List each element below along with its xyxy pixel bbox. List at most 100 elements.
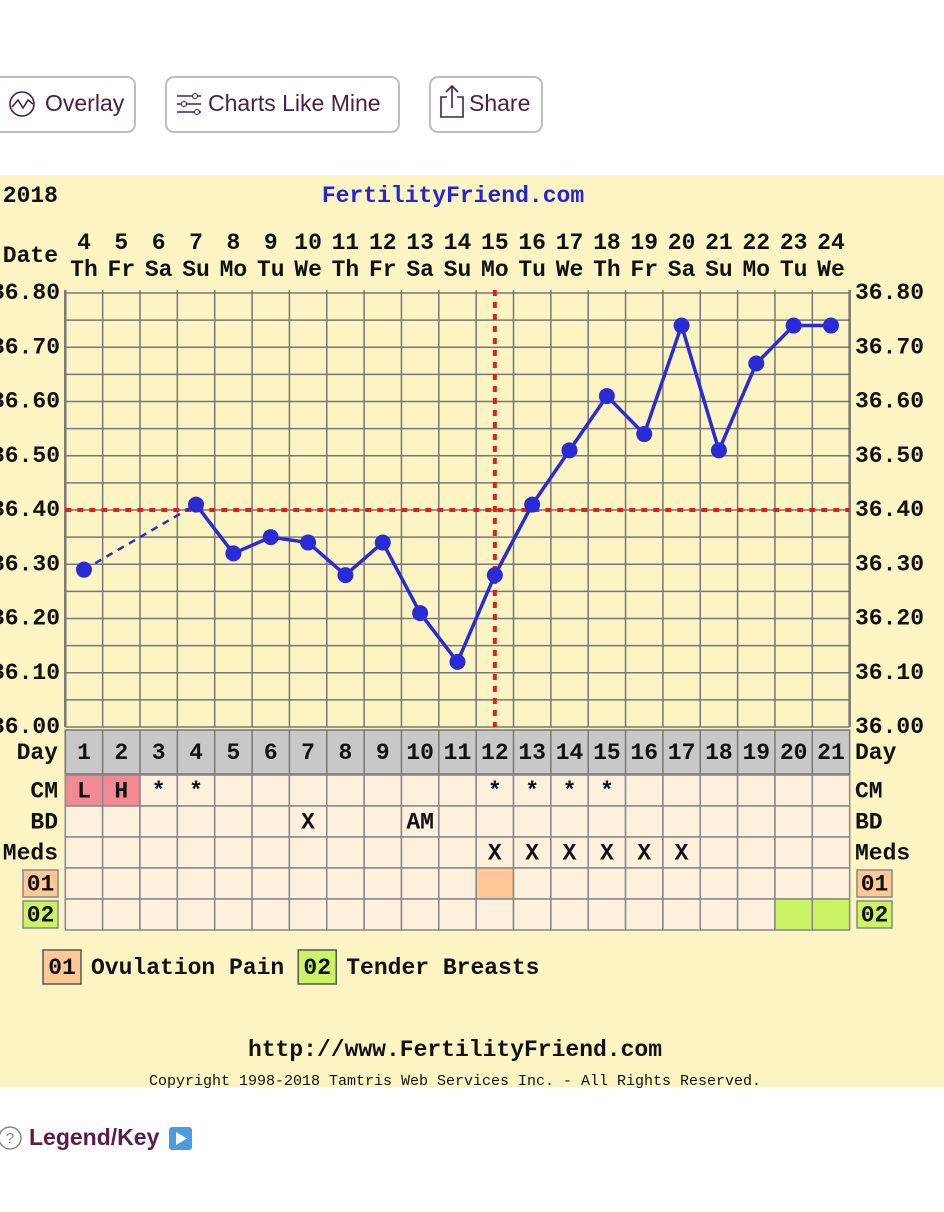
- legend-label: Tender Breasts: [346, 955, 539, 981]
- slider-knob: [194, 109, 200, 115]
- date-label: Date: [3, 243, 58, 269]
- gap-connector: [83, 503, 197, 571]
- row-cell: [699, 805, 739, 838]
- button-label[interactable]: Share: [469, 90, 530, 116]
- weekday-label: Sa: [668, 257, 696, 283]
- row-cell: [213, 805, 253, 838]
- row-cell: [288, 774, 328, 807]
- row-cell: [251, 805, 291, 838]
- day-number: 16: [630, 740, 658, 766]
- legend-link-label[interactable]: Legend/Key: [29, 1124, 160, 1150]
- row-cell: [624, 867, 664, 900]
- overlay-icon-line: [11, 98, 34, 110]
- row-cell: [475, 898, 515, 931]
- temperature-point: [636, 426, 653, 443]
- row-cell: [288, 867, 328, 900]
- row-cell-text: X: [675, 841, 689, 867]
- weekday-label: Su: [182, 257, 210, 283]
- row-cell: [326, 867, 365, 900]
- day-label-right: Day: [855, 740, 897, 766]
- weekday-label: Th: [332, 257, 360, 283]
- y-tick-label: 36.10: [0, 660, 60, 686]
- row-cell: [774, 805, 814, 838]
- button-label[interactable]: Charts Like Mine: [208, 90, 381, 116]
- row-cell: [587, 805, 627, 838]
- row-label-right: Meds: [855, 841, 910, 867]
- row-cell: [363, 805, 403, 838]
- temperature-point: [449, 653, 466, 670]
- weekday-label: Tu: [257, 257, 285, 283]
- date-label: 10: [294, 230, 322, 256]
- row-cell: [139, 836, 179, 869]
- day-row: [64, 729, 851, 775]
- row-cell-text: *: [563, 779, 577, 805]
- row-cell: [64, 836, 104, 869]
- row-cell: [288, 805, 328, 838]
- weekday-label: Su: [705, 257, 733, 283]
- temperature-point: [262, 529, 279, 546]
- weekday-label: Tu: [518, 257, 546, 283]
- row-cell: [101, 774, 141, 807]
- row-cell: [512, 805, 552, 838]
- temperature-point: [188, 496, 205, 513]
- date-label: 13: [406, 230, 434, 256]
- legend-swatch: [42, 949, 82, 985]
- chart: Jan 04, 2018 FertilityFriend.com Date ht…: [0, 183, 924, 1090]
- y-tick-label: 36.50: [0, 443, 60, 469]
- temperature-point: [374, 534, 391, 551]
- copyright: Copyright 1998-2018 Tamtris Web Services…: [149, 1073, 761, 1090]
- y-tick-label: 36.30: [0, 551, 60, 577]
- day-number: 20: [780, 740, 808, 766]
- date-label: 4: [77, 230, 91, 256]
- row-cell: [736, 898, 776, 931]
- day-number: 12: [481, 740, 509, 766]
- day-number: 10: [406, 740, 434, 766]
- temperature-point: [524, 496, 541, 513]
- row-cell: [139, 867, 179, 900]
- legend-link[interactable]: ? Legend/Key: [0, 1124, 192, 1150]
- row-cell: [550, 836, 589, 869]
- row-cell: [251, 774, 291, 807]
- weekday-label: Mo: [220, 257, 248, 283]
- row-cell: [550, 774, 589, 807]
- row-cell: [176, 898, 216, 931]
- day-number: 3: [152, 740, 166, 766]
- row-label: 01: [27, 872, 55, 898]
- row-cell: [64, 898, 104, 931]
- row-cell-text: H: [114, 779, 128, 805]
- weekday-label: Mo: [742, 257, 770, 283]
- site-name: FertilityFriend.com: [322, 183, 584, 209]
- share-button[interactable]: [429, 76, 543, 133]
- row-cell: [400, 867, 440, 900]
- row-cell: [699, 836, 739, 869]
- weekday-label: Mo: [481, 257, 509, 283]
- y2-tick-label: 36.10: [855, 660, 924, 686]
- row-cell: [438, 867, 477, 900]
- legend-code: 02: [303, 955, 331, 981]
- weekday-label: Sa: [406, 257, 434, 283]
- day-number: 15: [593, 740, 621, 766]
- weekday-label: Fr: [369, 257, 397, 283]
- row-cell: [101, 805, 141, 838]
- row-cell: [288, 836, 328, 869]
- row-cell-text: *: [488, 779, 502, 805]
- row-cell: [662, 898, 702, 931]
- weekday-label: Fr: [108, 257, 136, 283]
- temperature-point: [748, 355, 765, 372]
- row-cell: [512, 867, 552, 900]
- overlay-button[interactable]: [0, 76, 136, 133]
- row-cell: [288, 898, 328, 931]
- temperature-point: [300, 534, 317, 551]
- date-label: 16: [518, 230, 546, 256]
- y2-tick-label: 36.20: [855, 606, 924, 632]
- date-label: 5: [114, 230, 128, 256]
- row-cell: [139, 805, 179, 838]
- row-label-box: [856, 869, 893, 898]
- date-label: 15: [481, 230, 509, 256]
- button-label[interactable]: Overlay: [45, 90, 125, 116]
- row-cell: [176, 867, 216, 900]
- row-cell: [512, 898, 552, 931]
- row-cell: [624, 836, 664, 869]
- charts-like-mine-button[interactable]: [165, 76, 400, 133]
- row-cell: [326, 898, 365, 931]
